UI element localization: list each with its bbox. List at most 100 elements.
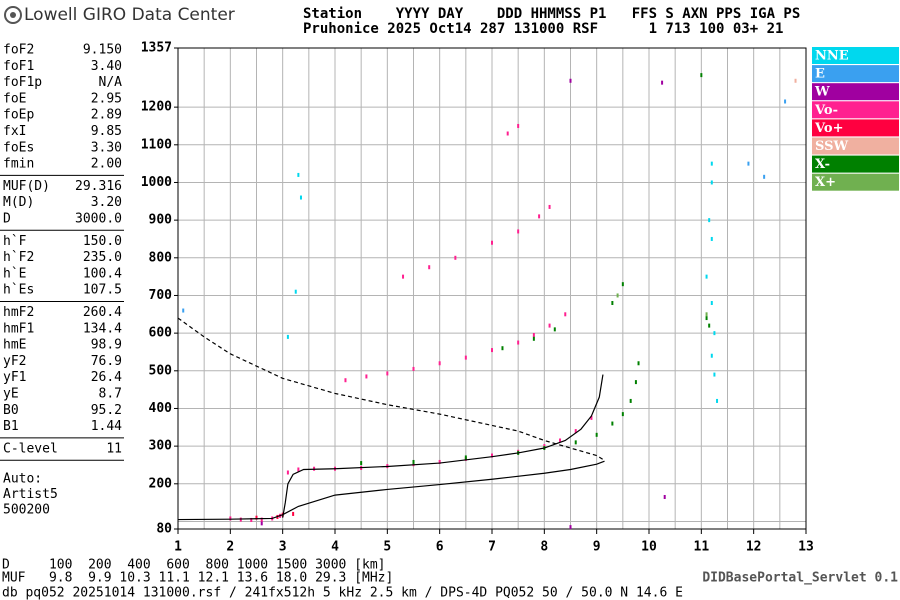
parameter-value: 3.30 (91, 140, 122, 155)
parameter-name: hmF2 (3, 305, 34, 320)
echo-point (255, 515, 258, 520)
echo-point (412, 459, 415, 464)
echo-point (297, 467, 300, 472)
legend-label: E (815, 67, 825, 82)
parameter-value: 100.4 (83, 266, 122, 281)
echo-point (705, 312, 708, 317)
legend-swatch (812, 65, 899, 83)
echo-point (532, 336, 535, 341)
parameter-name: D (3, 212, 11, 227)
echo-point (634, 380, 637, 385)
echo-point (794, 78, 797, 83)
echo-point (569, 525, 572, 530)
legend-swatch (812, 101, 899, 119)
logo: Lowell GIRO Data Center (24, 5, 235, 25)
echo-point (286, 334, 289, 339)
plot-frame (177, 47, 807, 530)
echo-point (611, 301, 614, 306)
echo-point (637, 361, 640, 366)
echo-point (454, 255, 457, 260)
legend-label: Vo+ (814, 121, 843, 136)
echo-point (491, 348, 493, 353)
distance-row: D 100 200 400 600 800 1000 1500 3000 [km… (2, 558, 386, 573)
y-tick-label: 1100 (141, 137, 172, 152)
parameter-value: 235.0 (83, 250, 122, 265)
parameter-value: 3.40 (91, 59, 122, 74)
echo-point (710, 161, 713, 166)
parameter-value: 95.2 (91, 403, 122, 418)
parameter-name: C-level (3, 441, 58, 456)
parameter-value: 76.9 (91, 354, 122, 369)
echo-point (595, 432, 598, 437)
legend-swatch (812, 173, 899, 191)
echo-point (716, 398, 719, 403)
legend-label: X- (815, 157, 830, 172)
header-line: Station YYYY DAY DDD HHMMSS P1 FFS S AXN… (303, 6, 800, 22)
y-tick-label: 300 (149, 439, 173, 454)
echo-point (438, 459, 441, 464)
parameter-value: 2.89 (91, 108, 122, 123)
y-tick-label: 1357 (141, 41, 172, 56)
parameter-name: h`E (3, 266, 26, 281)
echo-point (705, 274, 708, 279)
file-info: db pq052 20251014 131000.rsf / 241fx512h… (2, 586, 683, 600)
echo-point (574, 440, 577, 445)
echo-point (713, 331, 716, 336)
y-tick-label: 80 (156, 522, 172, 537)
profile-curve (177, 317, 605, 461)
parameter-name: B0 (3, 403, 19, 418)
parameter-name: fxI (3, 124, 26, 139)
echo-point (360, 461, 363, 466)
echo-point (708, 323, 711, 328)
legend-swatch (812, 155, 899, 173)
parameter-value: 134.4 (83, 321, 122, 336)
autoscaling-text: Auto: (3, 472, 42, 487)
echo-point (553, 327, 556, 332)
echo-point (344, 378, 347, 383)
legend-label: NNE (815, 49, 849, 64)
echo-point (517, 229, 520, 234)
parameter-value: 29.316 (75, 179, 122, 194)
parameter-name: foF2 (3, 43, 34, 58)
echo-point (438, 361, 441, 366)
x-tick-label: 8 (540, 540, 548, 555)
echo-point (464, 355, 467, 360)
echo-point (700, 73, 703, 78)
echo-point (548, 323, 551, 328)
parameter-name: yF1 (3, 370, 26, 385)
echo-point (616, 293, 619, 298)
parameter-name: M(D) (3, 195, 34, 210)
y-tick-label: 1000 (141, 175, 172, 190)
echo-point (428, 265, 431, 270)
legend-swatch (812, 119, 899, 137)
echo-point (464, 455, 467, 460)
echo-point (532, 333, 535, 338)
x-tick-label: 10 (641, 540, 657, 555)
echo-point (569, 78, 572, 83)
parameter-value: N/A (99, 75, 123, 90)
y-tick-label: 800 (149, 250, 173, 265)
y-tick-label: 400 (149, 401, 173, 416)
parameter-name: yF2 (3, 354, 26, 369)
portal-label: DIDBasePortal_Servlet 0.1 (702, 571, 898, 586)
legend-swatch (812, 83, 899, 101)
echo-point (708, 218, 711, 223)
echo-point (250, 517, 253, 522)
x-tick-label: 2 (226, 540, 234, 555)
parameter-name: foE (3, 91, 26, 106)
echo-point (491, 240, 493, 245)
y-tick-label: 500 (149, 363, 173, 378)
x-tick-label: 13 (798, 540, 814, 555)
echo-point (564, 312, 567, 317)
echo-point (548, 204, 551, 209)
logo-icon (4, 6, 22, 24)
echo-point (629, 398, 632, 403)
echo-point (286, 470, 289, 475)
parameter-name: h`F (3, 234, 27, 249)
legend-swatch (812, 137, 899, 155)
parameter-value: 2.95 (91, 91, 122, 106)
echo-point (491, 453, 493, 458)
autoscaling-text: 500200 (3, 503, 50, 518)
legend-label: SSW (815, 139, 848, 154)
x-tick-label: 7 (488, 540, 496, 555)
